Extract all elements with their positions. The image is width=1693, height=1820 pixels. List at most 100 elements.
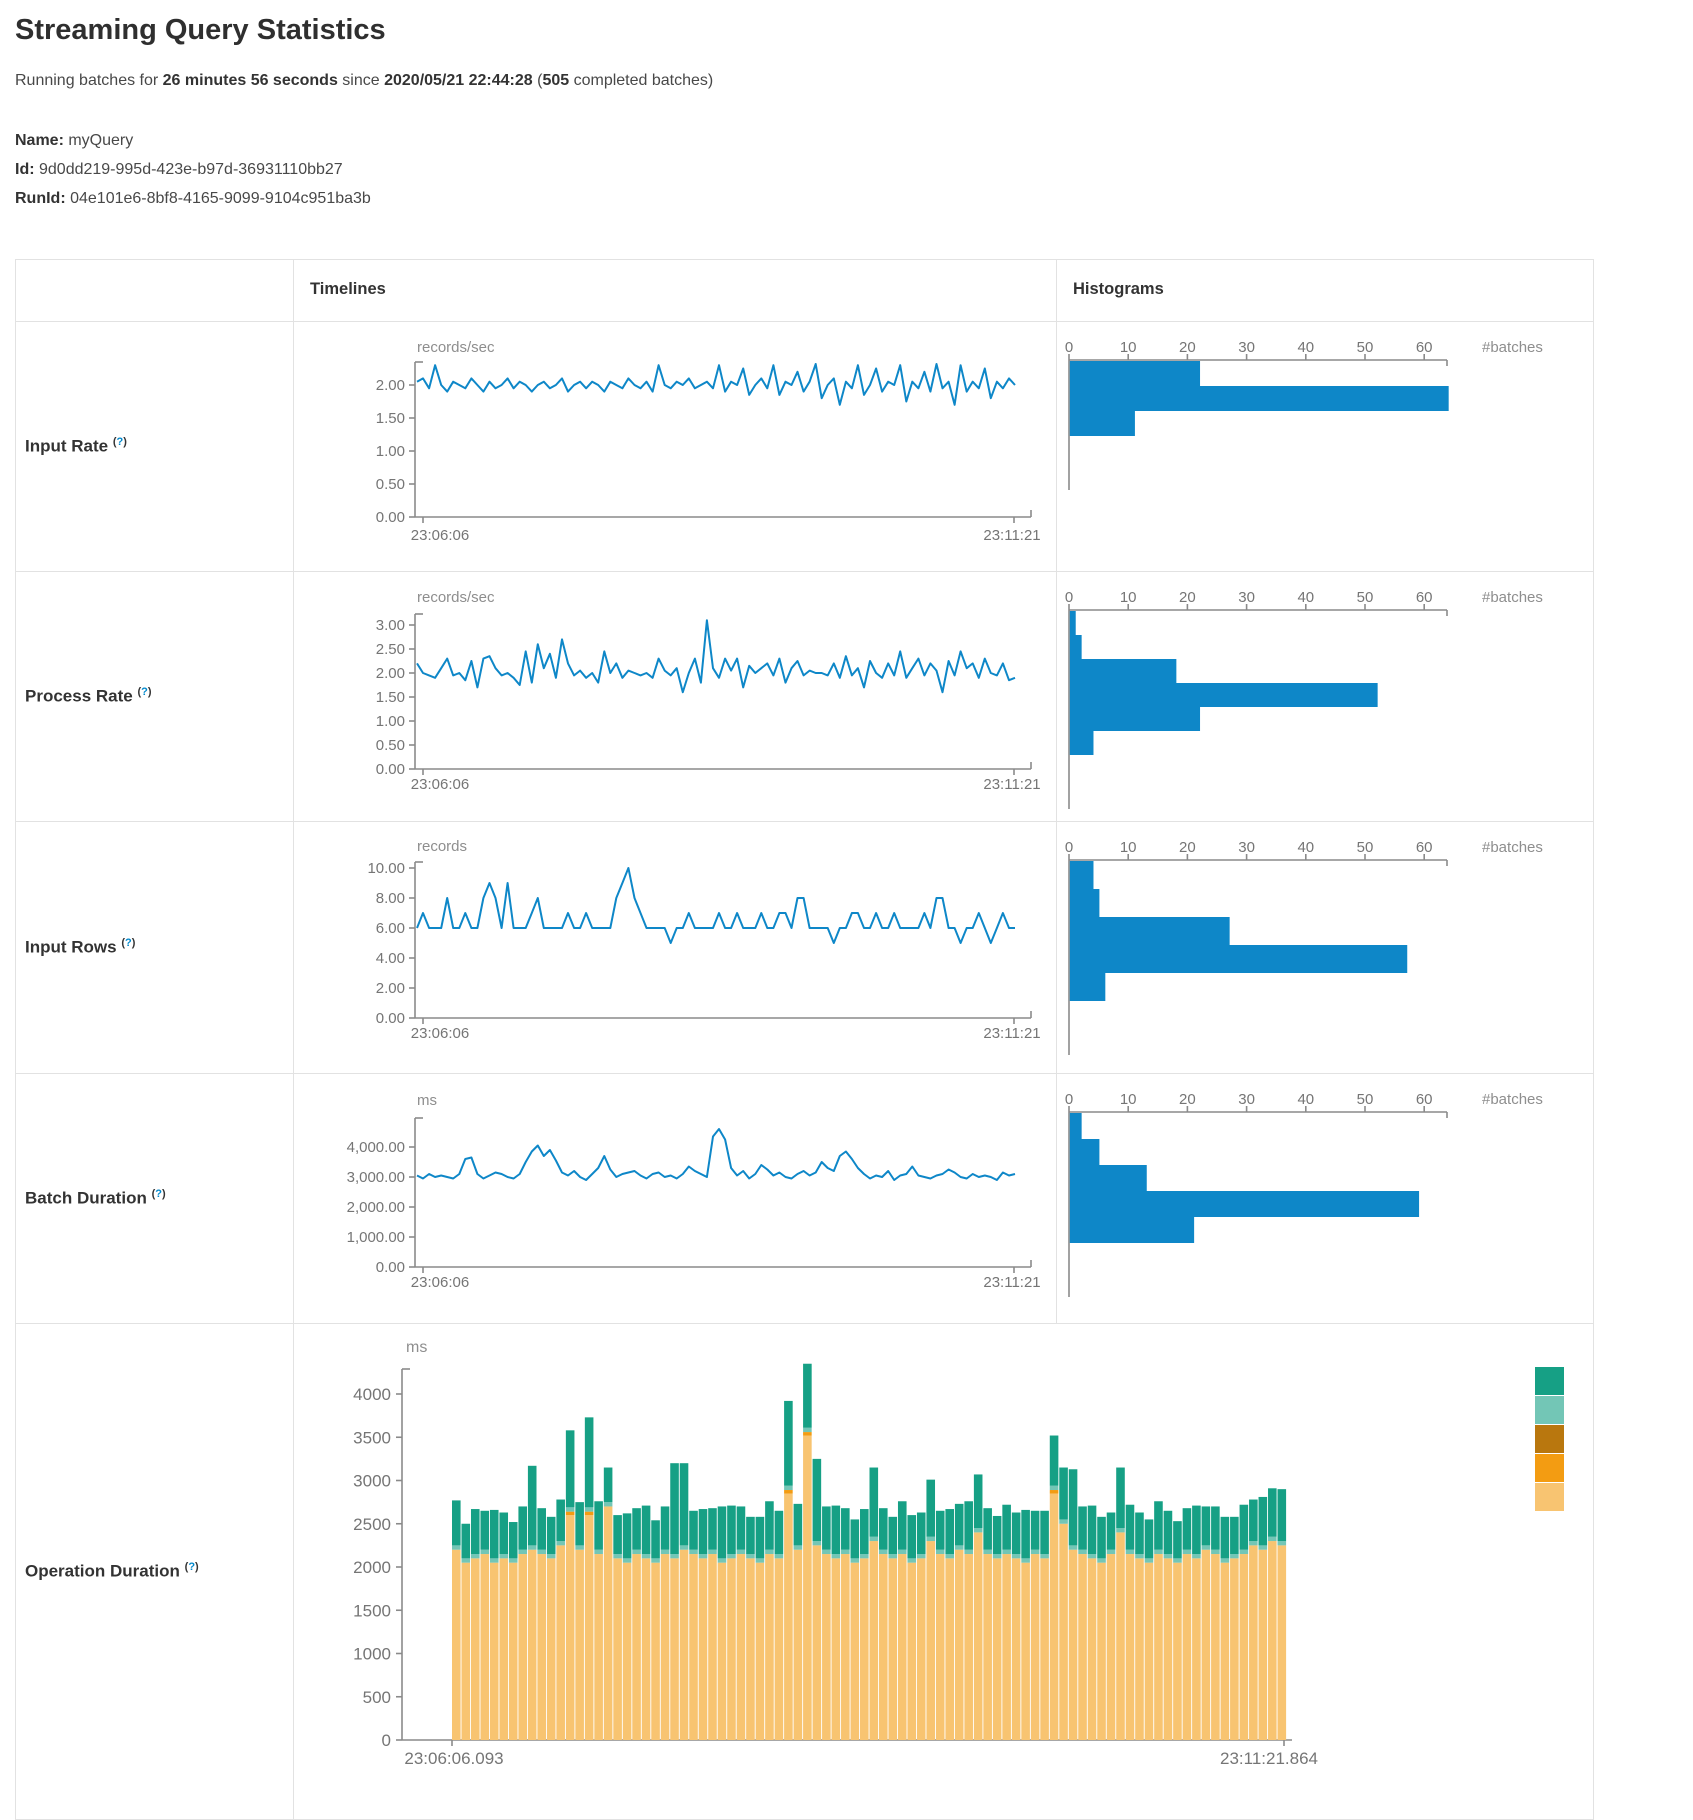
- stacked-bar-segment: [689, 1549, 698, 1555]
- input-rate-histogram-chart: 0 10 20 30 40 50 60 #batches: [1056, 322, 1593, 571]
- help-icon-input-rows[interactable]: (?): [121, 937, 136, 950]
- stacked-bar-segment: [1087, 1558, 1097, 1740]
- stacked-bar-segment: [717, 1562, 727, 1740]
- timelines-column-header: Timelines: [310, 280, 386, 298]
- stacked-bar-segment: [945, 1509, 954, 1555]
- stacked-bar-segment: [897, 1501, 907, 1550]
- stacked-bar-segment: [1116, 1532, 1125, 1740]
- stacked-bar-segment: [1144, 1558, 1154, 1563]
- stacked-bar-segment: [1030, 1549, 1040, 1555]
- stacked-bar-segment: [613, 1554, 622, 1559]
- stacked-bar-segment: [1068, 1469, 1078, 1546]
- stacked-bar-segment: [812, 1545, 822, 1740]
- start-time: 2020/05/21 22:44:28: [384, 72, 533, 89]
- stacked-bar-segment: [831, 1558, 841, 1740]
- histogram-bar: [1069, 683, 1378, 707]
- stacked-bar-segment: [1135, 1512, 1144, 1555]
- operation-duration-stacked-chart: ms 4000 3500 3000 2500 2000 1500 1000 500 0 23:06:…: [293, 1324, 1593, 1819]
- stacked-bar-segment: [708, 1508, 717, 1550]
- stacked-bar-segment: [518, 1554, 528, 1740]
- stacked-bar-segment: [793, 1545, 803, 1550]
- svg-text:20: 20: [1179, 839, 1196, 856]
- stacked-bar-segment: [1049, 1490, 1059, 1494]
- stacked-bar-segment: [945, 1558, 954, 1740]
- svg-text:3.00: 3.00: [376, 617, 405, 634]
- stacked-bar-segment: [822, 1549, 831, 1555]
- help-icon-process-rate[interactable]: (?): [137, 686, 152, 699]
- batch-duration-timeline-chart: ms 4,000.00 3,000.00 2,000.00 1,000.00 0.00 23…: [293, 1074, 1056, 1323]
- stacked-bar-segment: [964, 1501, 973, 1550]
- stacked-bar-segment: [1106, 1549, 1116, 1555]
- stacked-bar-segment: [1173, 1558, 1182, 1563]
- page-title: Streaming Query Statistics: [15, 14, 386, 46]
- stacked-bar-segment: [803, 1427, 812, 1433]
- stacked-bar-segment: [1249, 1545, 1258, 1740]
- stacked-bar-segment: [1125, 1504, 1135, 1550]
- svg-text:0: 0: [1065, 1091, 1073, 1108]
- stacked-bar-segment: [575, 1545, 584, 1550]
- query-name-line: Name: myQuery: [15, 132, 134, 149]
- stacked-bar-segment: [1154, 1549, 1163, 1555]
- stacked-bar-segment: [983, 1549, 992, 1555]
- stacked-bar-segment: [926, 1479, 936, 1537]
- stacked-bar-segment: [489, 1562, 499, 1740]
- histogram-bar: [1069, 1165, 1147, 1191]
- stacked-bar-segment: [670, 1463, 679, 1555]
- histogram-bar: [1069, 917, 1230, 945]
- stacked-bar-segment: [508, 1522, 518, 1559]
- stacked-bar-segment: [1135, 1554, 1144, 1559]
- svg-text:30: 30: [1238, 589, 1255, 606]
- stacked-bar-segment: [831, 1554, 841, 1559]
- stacked-bar-segment: [527, 1549, 537, 1740]
- help-icon-input-rate[interactable]: (?): [112, 436, 127, 449]
- stacked-bar-segment: [1258, 1496, 1268, 1546]
- stacked-bar-segment: [841, 1554, 850, 1740]
- row-label-input-rows: Input Rows (?): [25, 937, 136, 957]
- stacked-bar-segment: [689, 1510, 698, 1550]
- svg-text:records: records: [417, 838, 467, 855]
- stacked-bar-segment: [784, 1400, 793, 1486]
- histograms-column-header: Histograms: [1073, 280, 1164, 298]
- stacked-bar-segment: [698, 1509, 708, 1555]
- stacked-bar-segment: [992, 1515, 1002, 1555]
- stacked-bar-segment: [584, 1511, 594, 1516]
- stacked-bar-segment: [736, 1549, 746, 1555]
- stacked-bar-segment: [603, 1506, 613, 1740]
- stacked-bar-segment: [698, 1554, 708, 1559]
- stacked-bar-segment: [708, 1549, 717, 1555]
- stacked-bar-segment: [822, 1506, 831, 1550]
- help-icon-operation-duration[interactable]: (?): [184, 1561, 199, 1574]
- stacked-bar-segment: [1230, 1516, 1239, 1555]
- stacked-bar-segment: [1078, 1554, 1087, 1740]
- histogram-bar: [1069, 973, 1106, 1001]
- stacked-bar-segment: [935, 1554, 945, 1740]
- stacked-bar-segment: [565, 1430, 575, 1508]
- svg-text:40: 40: [1297, 839, 1314, 856]
- stacked-bar-segment: [679, 1545, 689, 1550]
- stacked-bar-segment: [480, 1549, 490, 1555]
- stacked-bar-segment: [1173, 1521, 1182, 1559]
- stacked-bar-segment: [499, 1512, 509, 1555]
- svg-text:0.00: 0.00: [376, 509, 405, 526]
- svg-text:ms: ms: [406, 1339, 427, 1356]
- stacked-bar-segment: [594, 1554, 603, 1740]
- stacked-bar-segment: [1220, 1562, 1230, 1740]
- svg-text:1000: 1000: [353, 1645, 391, 1664]
- stacked-bar-segment: [1144, 1562, 1154, 1740]
- stacked-bar-segment: [755, 1558, 765, 1563]
- help-icon-batch-duration[interactable]: (?): [151, 1188, 166, 1201]
- stacked-bar-segment: [1135, 1558, 1144, 1740]
- stacked-bar-segment: [660, 1506, 670, 1550]
- stacked-bar-segment: [575, 1502, 584, 1546]
- stacked-bar-segment: [461, 1523, 471, 1559]
- stacked-bar-segment: [499, 1558, 509, 1740]
- stacked-bar-segment: [1239, 1554, 1249, 1740]
- stacked-bar-segment: [765, 1549, 774, 1555]
- stacked-bar-segment: [935, 1510, 945, 1550]
- stacked-bar-segment: [888, 1554, 898, 1559]
- stacked-bar-segment: [641, 1505, 651, 1555]
- stacked-bar-segment: [1040, 1554, 1049, 1559]
- stacked-bar-segment: [774, 1558, 784, 1740]
- stacked-bar-segment: [822, 1554, 831, 1740]
- stacked-bar-segment: [774, 1510, 784, 1555]
